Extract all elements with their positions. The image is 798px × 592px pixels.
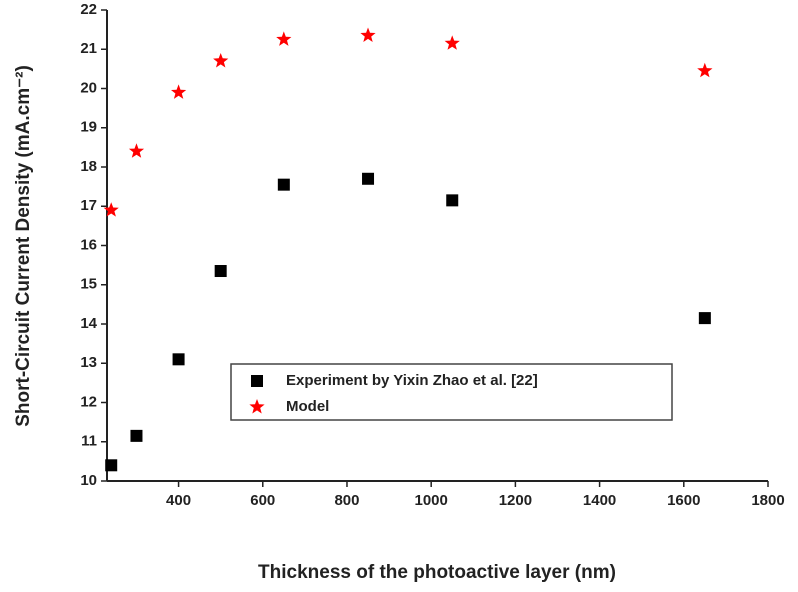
star-marker [213, 53, 229, 68]
star-marker [128, 143, 145, 158]
y-tick-label: 20 [80, 79, 97, 96]
star-marker [103, 202, 119, 217]
y-tick-label: 13 [80, 354, 97, 371]
x-tick-label: 1000 [414, 492, 447, 509]
star-marker [360, 27, 376, 42]
y-tick-label: 21 [80, 40, 97, 57]
x-tick-label: 1800 [751, 492, 784, 509]
y-tick-label: 18 [80, 158, 97, 175]
star-marker [697, 62, 713, 78]
legend-label: Experiment by Yixin Zhao et al. [22] [286, 372, 538, 389]
x-tick-label: 400 [166, 492, 191, 509]
star-marker [171, 84, 187, 99]
square-marker [446, 194, 459, 207]
x-tick-label: 1400 [583, 492, 616, 509]
x-tick-label: 1600 [667, 492, 700, 509]
x-axis-title: Thickness of the photoactive layer (nm) [258, 562, 616, 583]
y-tick-label: 14 [80, 315, 97, 332]
square-marker [105, 459, 118, 472]
star-marker [444, 35, 460, 50]
x-tick-label: 600 [250, 492, 275, 509]
y-tick-label: 16 [80, 236, 97, 253]
square-marker [130, 429, 143, 442]
x-tick-label: 800 [334, 492, 359, 509]
square-marker [214, 265, 227, 278]
legend [230, 363, 673, 421]
star-marker [249, 399, 265, 414]
legend-label: Model [286, 398, 329, 415]
y-tick-label: 10 [80, 472, 97, 489]
y-tick-label: 15 [80, 276, 97, 293]
y-tick-label: 19 [80, 119, 97, 136]
x-tick-label: 1200 [499, 492, 532, 509]
y-axis-title: Short-Circuit Current Density (mA.cm⁻²) [13, 65, 34, 427]
star-marker [276, 31, 292, 46]
y-tick-label: 22 [80, 1, 97, 18]
square-marker [698, 312, 711, 325]
square-marker [251, 375, 263, 387]
y-tick-label: 12 [80, 393, 97, 410]
y-tick-label: 17 [80, 197, 97, 214]
square-marker [362, 172, 375, 185]
square-marker [172, 353, 185, 366]
square-marker [277, 178, 290, 191]
y-tick-label: 11 [81, 433, 97, 450]
